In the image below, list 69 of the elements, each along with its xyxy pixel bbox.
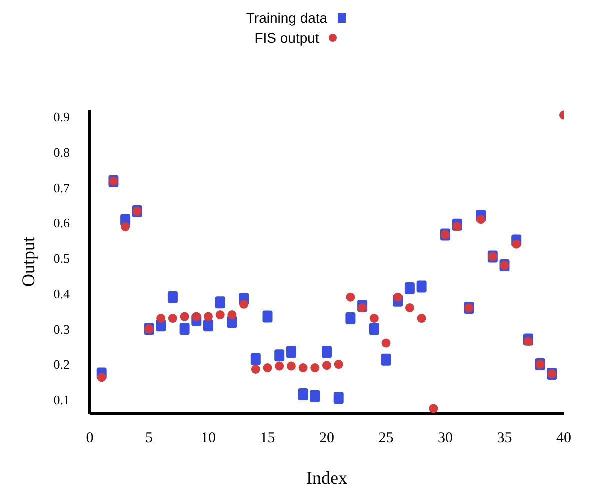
point [429, 404, 438, 414]
point [524, 337, 533, 346]
x-tick-label: 5 [146, 430, 153, 447]
x-tick-label: 20 [320, 430, 334, 447]
point [168, 314, 178, 324]
x-tick-label: 15 [260, 430, 276, 447]
point [298, 388, 308, 401]
point [215, 296, 226, 309]
point [298, 364, 308, 373]
point [180, 312, 190, 322]
point [452, 222, 462, 232]
x-tick-label: 25 [378, 430, 394, 447]
point [310, 390, 320, 402]
point [263, 364, 272, 373]
point [369, 323, 380, 336]
point [346, 292, 356, 302]
x-tick-label: 30 [438, 430, 453, 447]
point [251, 364, 260, 374]
x-tick-label: 10 [201, 430, 216, 447]
point [286, 346, 296, 358]
point [250, 353, 261, 366]
point [97, 373, 106, 382]
legend-label: Training data [246, 10, 328, 26]
point [358, 303, 368, 312]
point [274, 350, 285, 362]
point [334, 360, 344, 370]
y-tick-label: 0.1 [54, 392, 70, 408]
point [370, 314, 379, 324]
point [216, 310, 225, 320]
point [121, 222, 130, 232]
y-tick-label: 0.4 [54, 286, 70, 302]
y-tick-label: 0.7 [54, 180, 70, 196]
y-tick-label: 0.3 [54, 322, 70, 337]
point [381, 354, 392, 366]
x-axis-title: Index [306, 468, 348, 488]
point [240, 300, 249, 309]
point [417, 314, 426, 324]
point [476, 215, 486, 224]
point [192, 312, 202, 322]
point [346, 312, 356, 325]
point [168, 291, 178, 304]
point [322, 346, 332, 358]
x-tick-label: 35 [497, 430, 512, 447]
x-tick-label: 40 [556, 430, 572, 447]
point [275, 362, 284, 371]
legend-label: FIS output [254, 30, 320, 46]
point [228, 310, 237, 320]
point [204, 320, 214, 332]
y-tick-label: 0.5 [54, 251, 70, 266]
x-tick-label: 0 [86, 430, 94, 447]
point [334, 392, 344, 404]
point [156, 314, 166, 324]
point [286, 362, 296, 371]
point [322, 361, 332, 370]
point [416, 280, 427, 293]
y-tick-label: 0.8 [54, 145, 70, 160]
y-axis-title: Output [18, 236, 38, 288]
point [404, 282, 415, 295]
point [310, 364, 320, 373]
y-tick-label: 0.9 [54, 110, 70, 125]
point [180, 323, 190, 336]
point [512, 240, 522, 249]
point [382, 338, 391, 348]
y-tick-label: 0.6 [54, 216, 70, 231]
point [204, 312, 213, 322]
point [394, 292, 403, 302]
point [405, 303, 414, 312]
y-tick-label: 0.2 [54, 357, 70, 372]
point [262, 310, 273, 323]
